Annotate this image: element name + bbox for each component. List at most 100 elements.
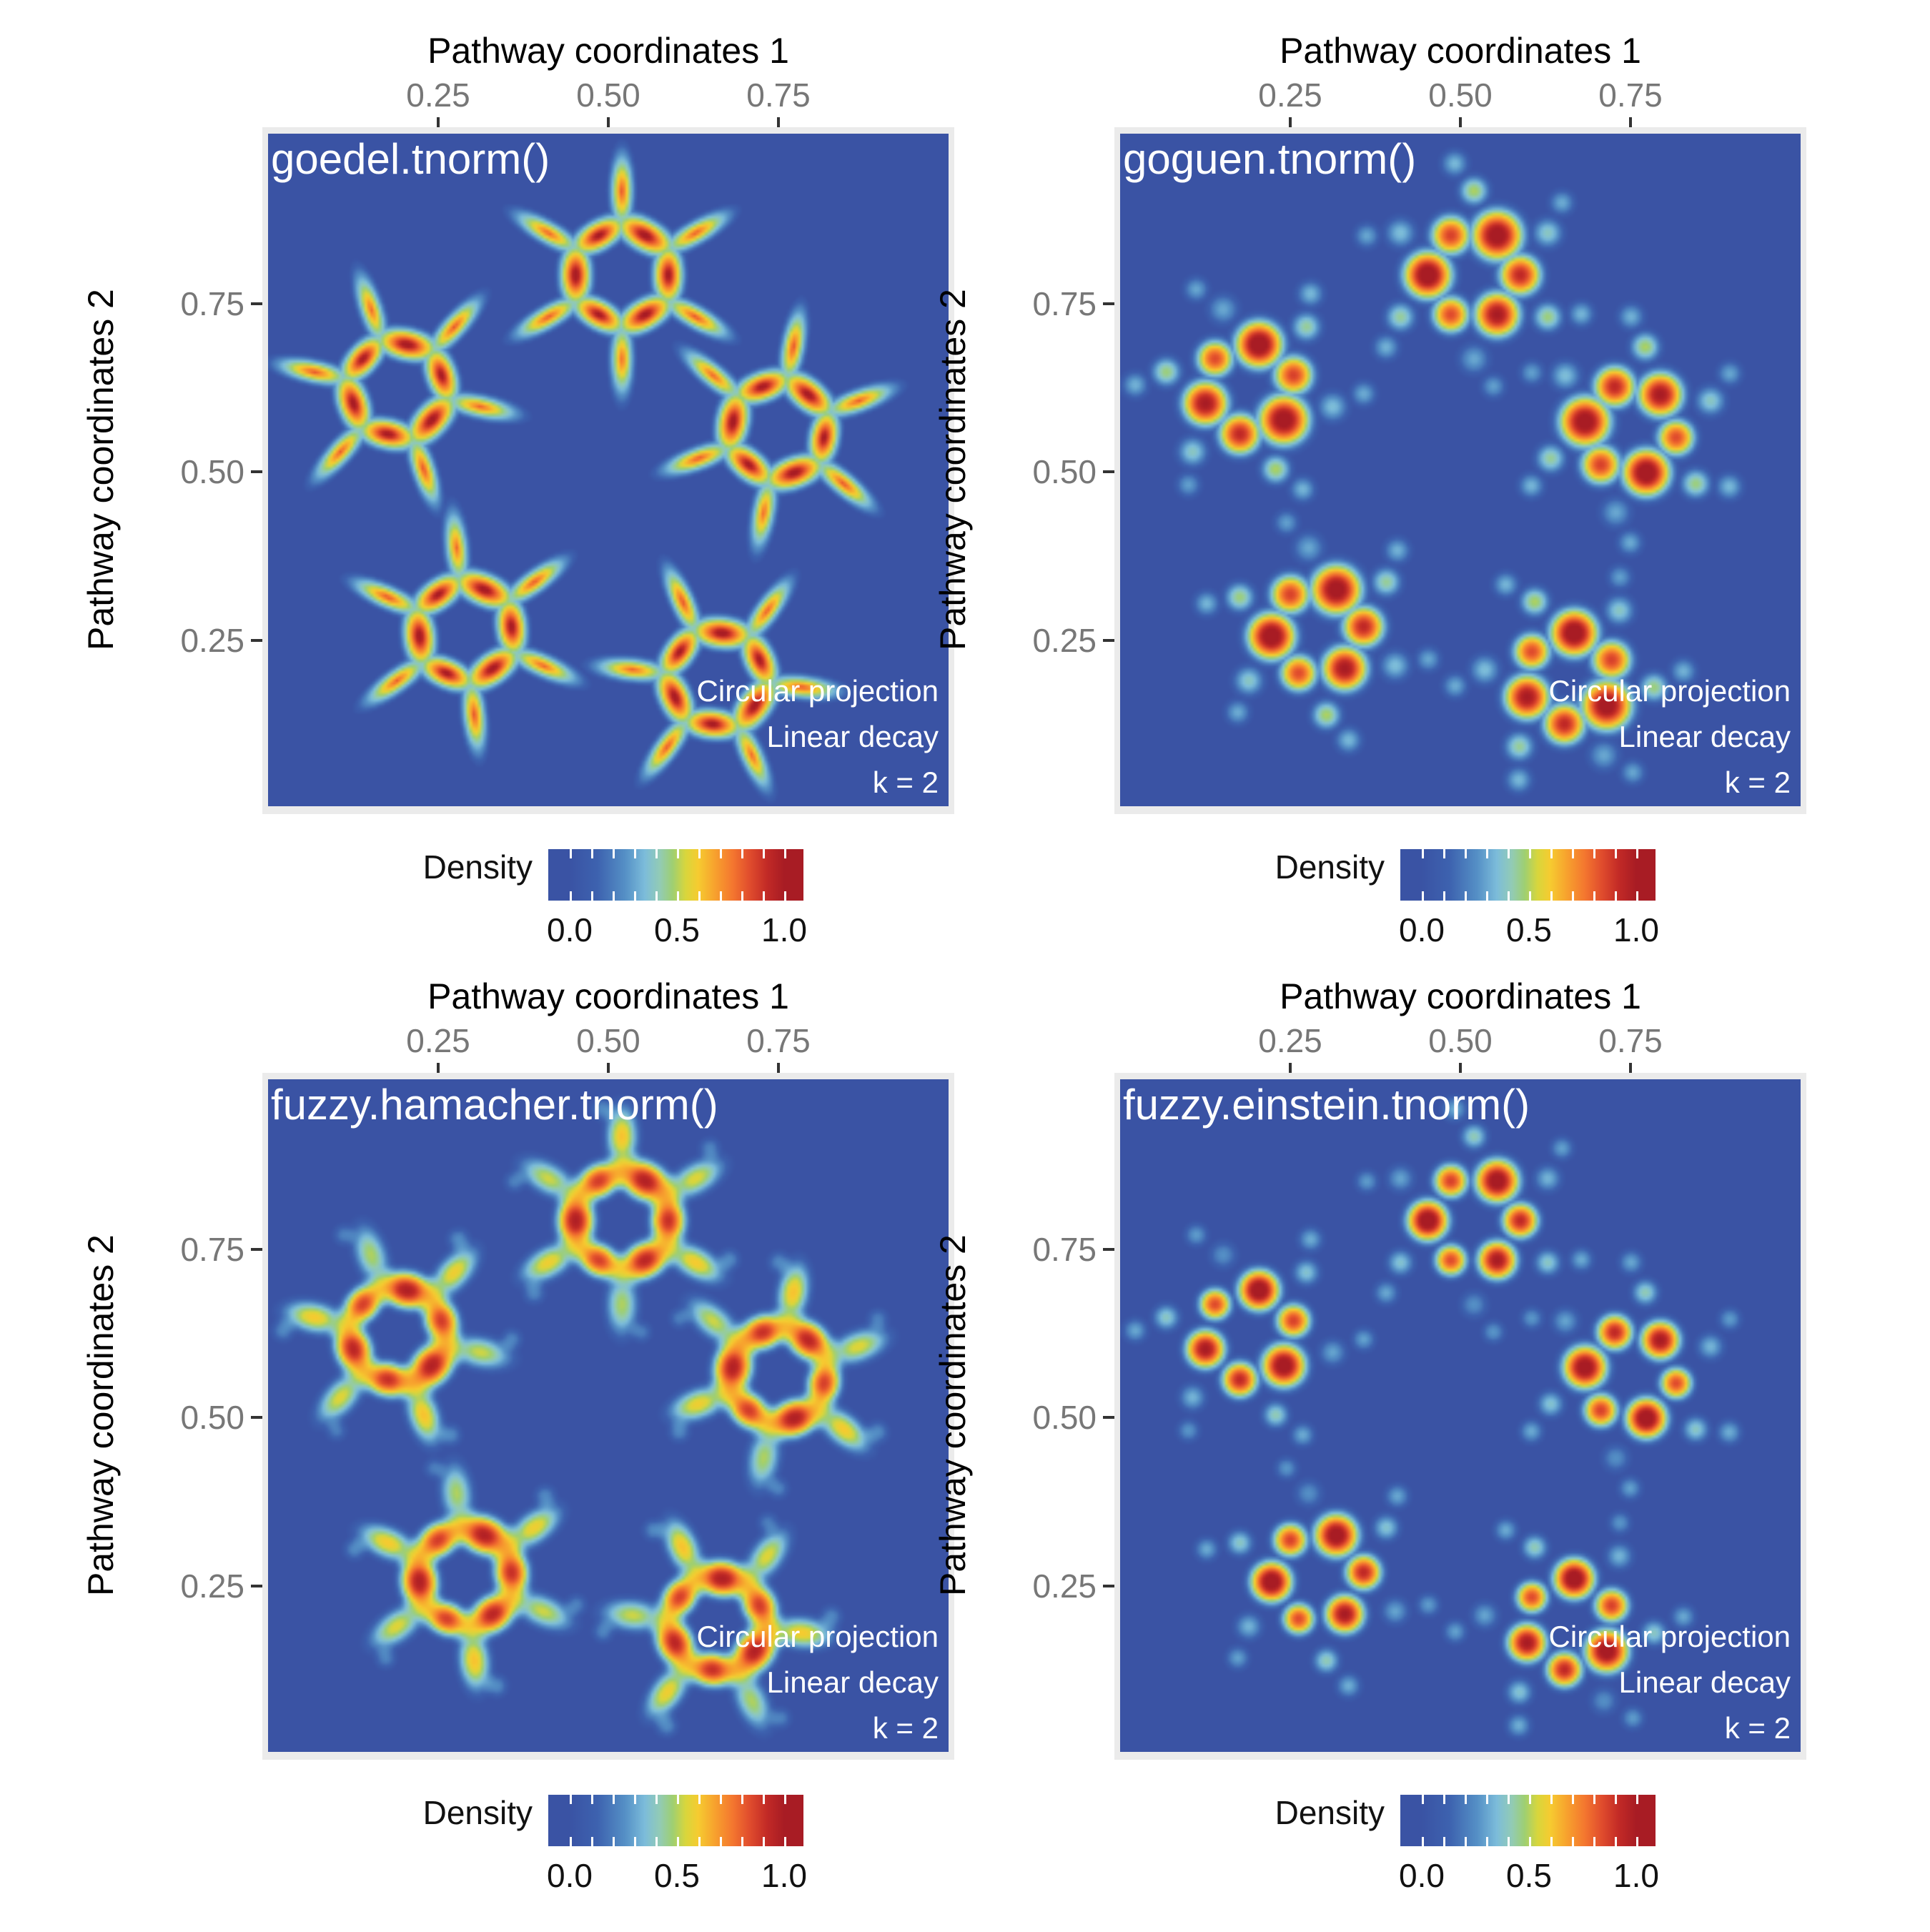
legend-minor-tick	[633, 849, 636, 858]
legend-minor-tick	[1507, 891, 1510, 901]
legend-minor-tick	[1635, 849, 1638, 858]
y-tick-mark	[1103, 1585, 1114, 1587]
panel-annotations: Circular projection Linear decay k = 2	[1549, 668, 1791, 806]
x-tick-label: 0.50	[1428, 76, 1493, 114]
legend-minor-tick	[698, 1837, 701, 1846]
legend-label: 0.0	[547, 1857, 593, 1894]
x-tick-label: 0.25	[406, 76, 470, 114]
x-tick-label: 0.50	[576, 1022, 640, 1059]
x-tick-label: 0.25	[1258, 76, 1322, 114]
legend-label: 0.5	[1506, 911, 1552, 948]
legend-minor-tick	[633, 1795, 636, 1804]
plot-panel: fuzzy.einstein.tnorm() Circular projecti…	[1114, 1073, 1806, 1760]
plot-goedel-tnorm: Pathway coordinates 1 0.25 0.50 0.75 Pat…	[0, 0, 972, 986]
legend-minor-tick	[1528, 1837, 1531, 1846]
panel-annotations: Circular projection Linear decay k = 2	[697, 668, 939, 806]
legend-minor-tick	[1507, 849, 1510, 858]
legend-minor-tick	[1550, 849, 1553, 858]
x-tick-label: 0.75	[746, 1022, 811, 1059]
legend-minor-tick	[1485, 1795, 1488, 1804]
y-axis-title: Pathway coordinates 2	[933, 1234, 973, 1597]
legend-title: Density	[422, 1794, 533, 1831]
legend-label: 0.0	[1399, 1857, 1445, 1894]
legend-minor-tick	[1485, 849, 1488, 858]
annotation-decay: Linear decay	[766, 720, 939, 753]
legend-minor-tick	[762, 891, 765, 901]
legend-minor-tick	[698, 891, 701, 901]
tnorm-function-label: goedel.tnorm()	[271, 135, 550, 183]
y-tick-label: 0.75	[180, 1231, 244, 1268]
legend-label: 1.0	[761, 1857, 807, 1894]
legend-minor-tick	[1421, 891, 1424, 901]
x-tick-mark	[607, 1063, 610, 1074]
legend-minor-tick	[676, 891, 679, 901]
legend-minor-tick	[1528, 1795, 1531, 1804]
legend-minor-tick	[1614, 1837, 1617, 1846]
annotation-decay: Linear decay	[1618, 1665, 1791, 1699]
legend-title: Density	[422, 848, 533, 886]
legend-minor-tick	[655, 1837, 658, 1846]
panel-annotations: Circular projection Linear decay k = 2	[697, 1614, 939, 1751]
legend-minor-tick	[783, 849, 786, 858]
legend-minor-tick	[698, 849, 701, 858]
legend-label: 1.0	[761, 911, 807, 948]
x-tick-mark	[1629, 117, 1632, 129]
y-tick-mark	[251, 1585, 262, 1587]
legend-minor-tick	[719, 849, 722, 858]
y-tick-mark	[1103, 639, 1114, 642]
legend-minor-tick	[676, 1837, 679, 1846]
legend-minor-tick	[590, 1837, 593, 1846]
legend-minor-tick	[1550, 891, 1553, 901]
y-tick-mark	[251, 1248, 262, 1251]
legend-minor-tick	[1550, 1837, 1553, 1846]
legend-minor-tick	[1593, 891, 1595, 901]
plot-fuzzy-hamacher-tnorm: Pathway coordinates 1 0.25 0.50 0.75 Pat…	[0, 946, 972, 1932]
legend-minor-tick	[1421, 1795, 1424, 1804]
legend-label: 0.5	[1506, 1857, 1552, 1894]
legend-minor-tick	[569, 1837, 572, 1846]
annotation-decay: Linear decay	[1618, 720, 1791, 753]
legend-minor-tick	[569, 849, 572, 858]
x-tick-label: 0.75	[1598, 1022, 1663, 1059]
annotation-k: k = 2	[1724, 766, 1791, 799]
legend-minor-tick	[719, 1837, 722, 1846]
legend-minor-tick	[1507, 1795, 1510, 1804]
y-tick-label: 0.50	[1032, 453, 1097, 490]
legend-minor-tick	[1442, 849, 1445, 858]
panel-annotations: Circular projection Linear decay k = 2	[1549, 1614, 1791, 1751]
plot-fuzzy-einstein-tnorm: Pathway coordinates 1 0.25 0.50 0.75 Pat…	[852, 946, 1824, 1932]
x-tick-mark	[607, 117, 610, 129]
legend-minor-tick	[1442, 1795, 1445, 1804]
density-heatmap-canvas	[268, 1079, 949, 1752]
legend-colorbar	[548, 849, 803, 901]
legend-minor-tick	[1635, 891, 1638, 901]
legend-minor-tick	[633, 1837, 636, 1846]
y-tick-mark	[251, 639, 262, 642]
legend-label: 0.5	[654, 1857, 700, 1894]
x-tick-mark	[1629, 1063, 1632, 1074]
tnorm-function-label: fuzzy.einstein.tnorm()	[1123, 1081, 1530, 1129]
tnorm-function-label: goguen.tnorm()	[1123, 135, 1417, 183]
legend-label: 0.0	[1399, 911, 1445, 948]
legend-minor-tick	[762, 849, 765, 858]
y-tick-label: 0.75	[1032, 285, 1097, 322]
legend-minor-tick	[1614, 1795, 1617, 1804]
y-tick-label: 0.75	[180, 285, 244, 322]
legend-minor-tick	[1614, 891, 1617, 901]
x-tick-mark	[437, 1063, 440, 1074]
density-heatmap-canvas	[268, 134, 949, 806]
legend-minor-tick	[741, 849, 743, 858]
y-tick-label: 0.25	[180, 622, 244, 659]
density-heatmap-canvas	[1120, 134, 1801, 806]
legend-label: 1.0	[1613, 1857, 1659, 1894]
annotation-k: k = 2	[872, 766, 939, 799]
legend-minor-tick	[1635, 1795, 1638, 1804]
legend-title: Density	[1275, 848, 1385, 886]
legend-minor-tick	[1485, 1837, 1488, 1846]
x-tick-label: 0.75	[746, 76, 811, 114]
legend-minor-tick	[1593, 1795, 1595, 1804]
legend-minor-tick	[1635, 1837, 1638, 1846]
legend-minor-tick	[783, 1795, 786, 1804]
y-tick-label: 0.50	[180, 1399, 244, 1436]
y-tick-mark	[251, 470, 262, 473]
